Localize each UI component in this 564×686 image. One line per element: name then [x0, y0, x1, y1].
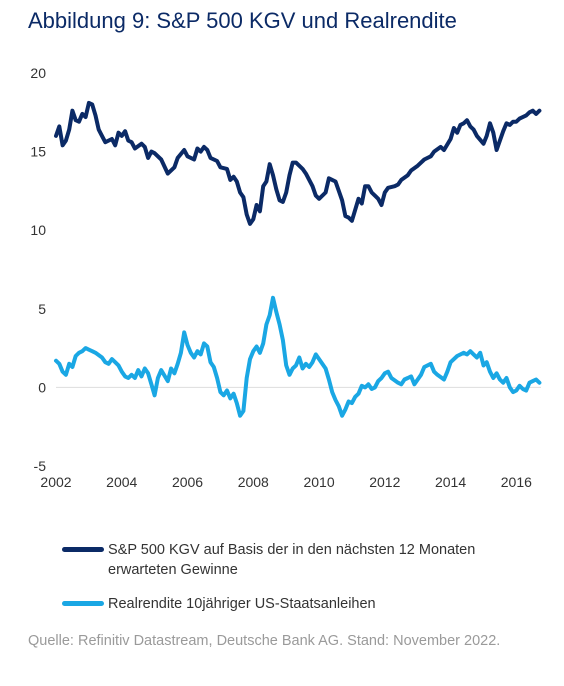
page-title: Abbildung 9: S&P 500 KGV und Realrendite	[28, 8, 457, 33]
legend: S&P 500 KGV auf Basis der in den nächste…	[62, 540, 542, 628]
y-tick-label: 0	[38, 379, 46, 395]
y-tick-label: 5	[38, 301, 46, 317]
y-tick-label: -5	[34, 458, 47, 474]
x-tick-label: 2014	[435, 474, 466, 490]
x-tick-label: 2002	[40, 474, 71, 490]
legend-item-kgv: S&P 500 KGV auf Basis der in den nächste…	[62, 540, 542, 580]
y-tick-label: 20	[30, 65, 46, 81]
x-tick-label: 2010	[303, 474, 334, 490]
legend-swatch-kgv	[62, 547, 104, 552]
x-tick-label: 2016	[501, 474, 532, 490]
x-tick-label: 2012	[369, 474, 400, 490]
legend-label-realrendite: Realrendite 10jähriger US-Staatsanleihen	[108, 596, 376, 612]
kgv-line	[54, 100, 542, 226]
source-note: Quelle: Refinitiv Datastream, Deutsche B…	[28, 633, 501, 649]
legend-swatch-realrendite	[62, 601, 104, 606]
series-lines	[54, 100, 542, 418]
x-tick-label: 2008	[238, 474, 269, 490]
realrendite-line	[54, 295, 542, 418]
legend-item-realrendite: Realrendite 10jähriger US-Staatsanleihen	[62, 594, 542, 614]
legend-label-kgv: S&P 500 KGV auf Basis der in den nächste…	[108, 542, 476, 578]
x-tick-label: 2004	[106, 474, 137, 490]
y-tick-label: 15	[30, 144, 46, 160]
x-tick-label: 2006	[172, 474, 203, 490]
y-axis-ticks: 20 15 10 5 0 -5	[30, 65, 46, 474]
x-axis-ticks: 2002 2004 2006 2008 2010 2012 2014 2016	[40, 474, 532, 490]
y-tick-label: 10	[30, 222, 46, 238]
